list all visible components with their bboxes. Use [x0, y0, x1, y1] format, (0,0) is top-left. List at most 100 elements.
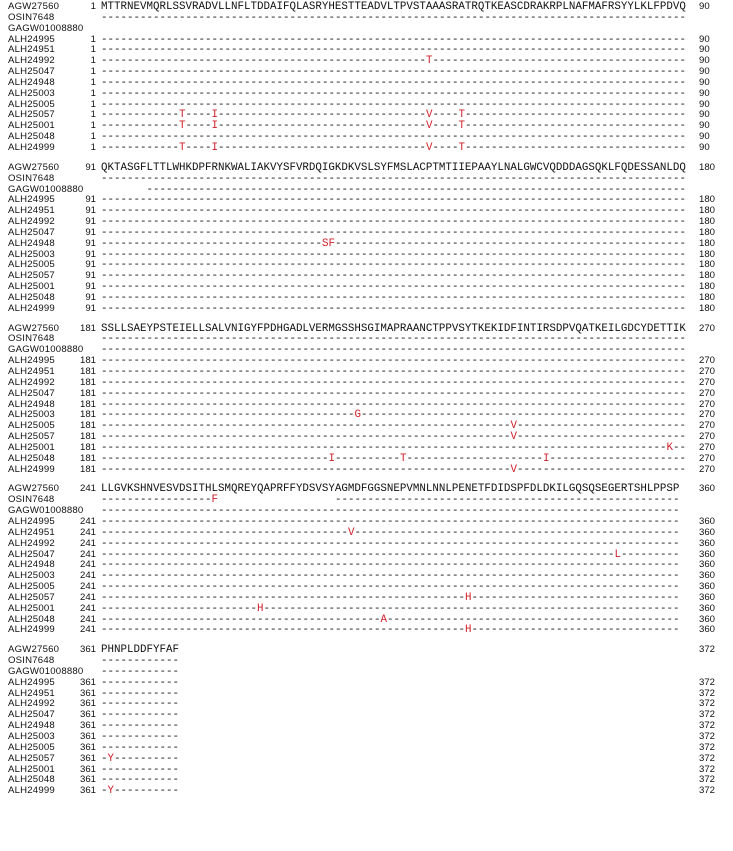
aligned-sequence: ----------------------------------------…	[101, 66, 686, 79]
start-position: 181	[79, 398, 96, 410]
start-position: 241	[79, 591, 96, 603]
alignment-row: GAGW01008880 ---------------------------…	[0, 183, 733, 196]
end-position: 270	[699, 420, 716, 432]
sequence-name: ALH25057	[8, 591, 55, 603]
alignment-row: ALH24951 241 ---------------------------…	[0, 526, 733, 539]
sequence-name: AGW27560	[8, 644, 60, 656]
alignment-row: OSIN7648 ------------	[0, 655, 733, 667]
start-position: 181	[79, 409, 96, 421]
alignment-row: ALH24948 361 ------------ 372	[0, 720, 733, 733]
sequence-name: ALH24951	[8, 205, 55, 217]
sequence-name: ALH24999	[8, 141, 55, 153]
alignment-row: ALH25003 91 ----------------------------…	[0, 248, 733, 261]
aligned-sequence: ------------	[101, 720, 179, 733]
sequence-name: ALH24951	[8, 44, 55, 56]
aligned-sequence: ----------------------------------------…	[101, 270, 686, 283]
mutation-marker: V	[510, 463, 518, 476]
aligned-sequence: PHNPLDDFYFAF	[101, 644, 179, 657]
end-position: 372	[699, 731, 716, 742]
end-position: 270	[699, 366, 716, 377]
sequence-name: ALH25047	[8, 66, 55, 78]
mutation-marker: Y	[107, 752, 115, 765]
start-position: 241	[79, 548, 96, 560]
start-position: 241	[79, 526, 96, 538]
mutation-marker: V	[426, 109, 433, 122]
sequence-name: AGW27560	[8, 1, 60, 12]
alignment-row: OSIN7648 -----------------F ------------…	[0, 494, 733, 506]
start-position: 181	[79, 366, 96, 377]
sequence-name: AGW27560	[8, 483, 60, 495]
start-position: 361	[79, 741, 96, 753]
mutation-marker: I	[211, 141, 219, 154]
sequence-name: OSIN7648	[8, 11, 55, 23]
aligned-sequence: ----------------------------------------…	[101, 398, 686, 411]
end-position: 90	[699, 66, 710, 78]
start-position: 1	[90, 76, 96, 88]
sequence-name: ALH25057	[8, 270, 55, 282]
sequence-name: ALH25003	[8, 248, 55, 260]
end-position: 372	[699, 720, 716, 732]
aligned-sequence: ------------	[101, 698, 179, 711]
aligned-sequence: ----------------------------------------…	[101, 387, 686, 400]
alignment-block-3: AGW27560 181 SSLLSAEYPSTEIELLSALVNIGYFPD…	[0, 323, 733, 476]
start-position: 91	[85, 226, 96, 238]
aligned-sequence: ----------------------------------------…	[101, 537, 680, 550]
start-position: 241	[79, 537, 96, 549]
sequence-name: ALH24948	[8, 398, 55, 410]
alignment-row: ALH25047 241 ---------------------------…	[0, 548, 733, 561]
alignment-row: ALH24948 241 ---------------------------…	[0, 559, 733, 571]
aligned-sequence: ----------------------------------------…	[101, 333, 686, 346]
sequence-name: ALH24992	[8, 216, 55, 228]
start-position: 241	[79, 581, 96, 593]
mutation-marker: V	[426, 120, 433, 133]
alignment-row: ALH25048 241 ---------------------------…	[0, 614, 733, 626]
end-position: 360	[699, 570, 716, 582]
alignment-row: ALH25005 181 ---------------------------…	[0, 420, 733, 432]
start-position: 91	[85, 194, 96, 206]
aligned-sequence: ----------------------------------------…	[101, 76, 686, 89]
aligned-sequence: ------------	[101, 709, 179, 722]
end-position: 180	[699, 259, 716, 271]
aligned-sequence: ----------------------------------------…	[101, 366, 686, 378]
end-position: 90	[699, 33, 710, 45]
aligned-sequence: ----------------------------------------…	[146, 183, 687, 196]
end-position: 270	[699, 398, 716, 410]
aligned-sequence: ----------------------------------------…	[101, 431, 686, 444]
sequence-name: ALH25057	[8, 752, 55, 764]
sequence-name: ALH24995	[8, 355, 55, 367]
end-position: 90	[699, 76, 710, 88]
end-position: 360	[699, 602, 716, 614]
sequence-name: ALH24995	[8, 33, 55, 45]
aligned-sequence: ----------------------------------------…	[101, 194, 686, 207]
sequence-name: ALH24992	[8, 55, 55, 67]
sequence-name: ALH24995	[8, 194, 55, 206]
alignment-row: ALH25057 1 ------------T----I-----------…	[0, 110, 733, 121]
end-position: 180	[699, 248, 716, 260]
start-position: 361	[79, 709, 96, 721]
end-position: 270	[699, 452, 716, 464]
alignment-row: AGW27560 91 QKTASGFLTTLWHKDPFRNKWALIAKVY…	[0, 162, 733, 174]
start-position: 91	[85, 302, 96, 314]
aligned-sequence: ----------------------------------------…	[101, 226, 686, 239]
alignment-row: ALH25047 181 ---------------------------…	[0, 387, 733, 400]
sequence-name: ALH24999	[8, 785, 55, 797]
end-position: 372	[699, 785, 716, 797]
alignment-row: ALH25048 91 ----------------------------…	[0, 291, 733, 304]
sequence-name: GAGW01008880	[8, 665, 84, 677]
alignment-row: AGW27560 181 SSLLSAEYPSTEIELLSALVNIGYFPD…	[0, 323, 733, 335]
aligned-sequence: ----------------------------------------…	[101, 291, 686, 304]
sequence-name: ALH25001	[8, 602, 55, 614]
alignment-row: ALH25005 91 ----------------------------…	[0, 260, 733, 271]
end-position: 180	[699, 270, 716, 282]
sequence-name: ALH25001	[8, 763, 55, 775]
alignment-row: ALH25057 361 -Y---------- 372	[0, 752, 733, 765]
end-position: 372	[699, 774, 716, 786]
start-position: 361	[79, 752, 96, 764]
end-position: 180	[699, 281, 716, 293]
alignment-row: ALH24992 361 ------------ 372	[0, 699, 733, 710]
alignment-row: ALH24999 241 ---------------------------…	[0, 625, 733, 636]
end-position: 90	[699, 120, 710, 132]
end-position: 360	[699, 483, 716, 495]
alignment-row: ALH24992 1 -----------------------------…	[0, 55, 733, 67]
sequence-name: ALH24951	[8, 366, 55, 377]
